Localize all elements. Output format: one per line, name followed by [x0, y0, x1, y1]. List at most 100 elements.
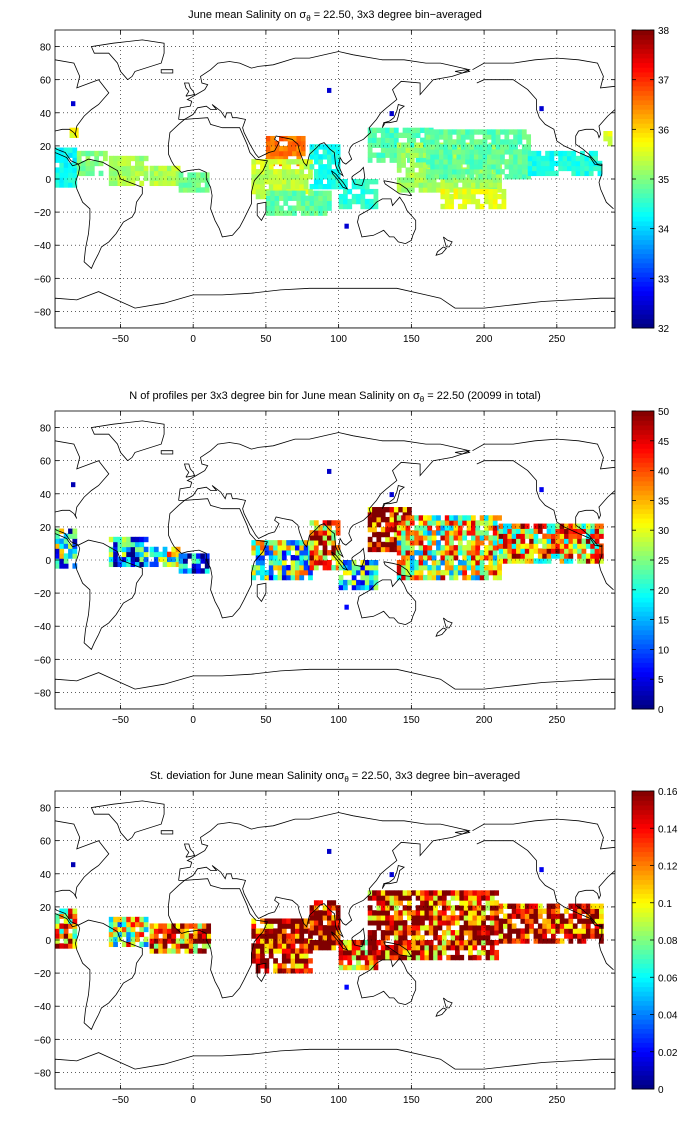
colorbar-segment — [632, 629, 654, 635]
heatmap-cell — [318, 535, 324, 541]
heatmap-cell — [197, 933, 203, 939]
heatmap-cell — [283, 195, 289, 201]
heatmap-cell — [295, 174, 300, 180]
heatmap-cell — [487, 129, 492, 135]
heatmap-cell — [594, 528, 600, 534]
colorbar-segment — [632, 234, 654, 241]
heatmap-cell — [255, 193, 261, 200]
heatmap-cell — [372, 152, 377, 158]
heatmap-cell — [389, 152, 395, 158]
heatmap-cell — [402, 935, 408, 941]
heatmap-cell — [396, 530, 402, 536]
coastline — [435, 246, 447, 256]
heatmap-cell — [498, 903, 504, 909]
heatmap-cell — [265, 205, 271, 211]
heatmap-cell — [55, 933, 60, 939]
heatmap-cell — [546, 928, 552, 934]
heatmap-cell — [279, 145, 284, 152]
heatmap-cell — [281, 574, 287, 581]
heatmap-cell — [380, 954, 386, 961]
heatmap-cell — [300, 135, 306, 142]
heatmap-cell — [420, 944, 425, 951]
heatmap-cell — [303, 545, 309, 551]
heatmap-cell — [364, 188, 370, 195]
heatmap-cell — [449, 540, 454, 546]
heatmap-cell — [299, 540, 305, 546]
heatmap-cell — [590, 548, 596, 554]
heatmap-cell — [497, 515, 502, 521]
heatmap-cell — [153, 556, 159, 563]
heatmap-cell — [500, 169, 505, 175]
heatmap-cell — [295, 545, 300, 551]
heatmap-cell — [476, 905, 482, 911]
heatmap-cell — [440, 569, 446, 576]
heatmap-cell — [529, 918, 534, 924]
heatmap-cell — [187, 182, 193, 188]
heatmap-cell — [466, 560, 472, 566]
heatmap-cell — [437, 949, 443, 956]
heatmap-cell — [265, 140, 271, 147]
heatmap-cell — [423, 167, 428, 173]
heatmap-cell — [393, 142, 399, 148]
heatmap-cell — [303, 183, 309, 190]
heatmap-cell — [290, 928, 296, 934]
heatmap-cell — [126, 155, 132, 162]
heatmap-cell — [423, 574, 428, 581]
heatmap-cell — [389, 536, 395, 543]
heatmap-cell — [343, 193, 348, 200]
heatmap-cell — [571, 155, 577, 162]
x-tick-label: 200 — [476, 334, 493, 345]
heatmap-cell — [555, 543, 561, 549]
heatmap-cell — [484, 520, 489, 526]
heatmap-cell — [318, 540, 324, 546]
heatmap-cell — [149, 923, 155, 929]
heatmap-cell — [507, 543, 513, 549]
heatmap-cell — [529, 558, 534, 564]
heatmap-cell — [393, 905, 399, 911]
heatmap-cell — [521, 129, 527, 135]
colorbar-segment — [632, 704, 654, 710]
heatmap-cell — [536, 150, 542, 157]
heatmap-cell — [479, 203, 485, 210]
colorbar-segment — [632, 476, 654, 482]
heatmap-cell — [424, 905, 430, 911]
heatmap-cell — [327, 164, 332, 170]
heatmap-cell — [457, 540, 463, 546]
heatmap-cell — [389, 521, 395, 528]
heatmap-cell — [327, 550, 332, 556]
heatmap-cell — [452, 129, 457, 135]
heatmap-cell — [308, 968, 313, 974]
heatmap-cell — [503, 553, 508, 559]
heatmap-cell — [524, 903, 530, 909]
heatmap-cell — [511, 543, 517, 549]
heatmap-cell — [485, 895, 491, 901]
heatmap-cell — [72, 172, 78, 178]
heatmap-cell — [433, 900, 438, 906]
colorbar-segment — [632, 953, 654, 960]
heatmap-cell — [318, 555, 324, 561]
heatmap-cell — [472, 944, 478, 951]
heatmap-cell — [495, 129, 501, 135]
heatmap-cell — [369, 959, 374, 966]
heatmap-cell — [462, 535, 468, 541]
heatmap-cell — [135, 551, 140, 558]
heatmap-cell — [303, 174, 309, 180]
heatmap-cell — [327, 183, 332, 190]
y-tick-label: −40 — [34, 241, 51, 252]
colorbar-segment — [632, 620, 654, 626]
heatmap-cell — [551, 533, 556, 539]
heatmap-cell — [313, 920, 319, 926]
heatmap-cell — [281, 183, 287, 190]
heatmap-cell — [594, 928, 600, 934]
colorbar-segment — [632, 165, 654, 171]
x-tick-label: 100 — [330, 715, 347, 726]
y-tick-label: −80 — [34, 307, 51, 318]
heatmap-cell — [59, 928, 65, 934]
colorbar-segment — [632, 1037, 654, 1043]
colorbar-segment — [632, 527, 654, 533]
heatmap-cell — [63, 928, 69, 934]
heatmap-cell — [492, 188, 498, 195]
heatmap-cell — [555, 538, 561, 544]
heatmap-cell — [405, 569, 411, 576]
